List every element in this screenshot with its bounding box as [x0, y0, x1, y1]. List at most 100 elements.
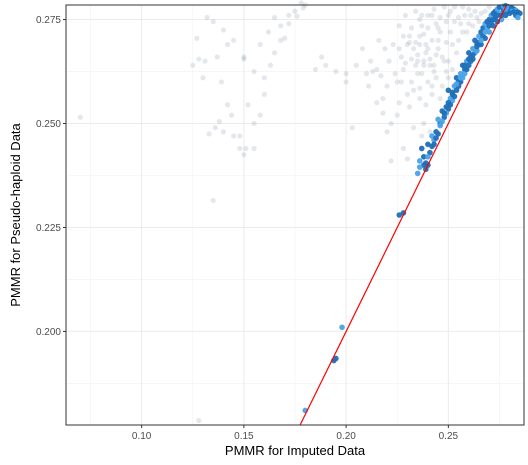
scatter-point: [202, 58, 208, 64]
scatter-point: [460, 4, 466, 10]
x-axis-ticks: 0.10 0.15 0.20 0.25: [132, 425, 459, 442]
scatter-point: [210, 19, 216, 25]
background-points: [77, 0, 492, 424]
scatter-point: [370, 68, 376, 75]
highlight-point: [445, 106, 452, 112]
scatter-point: [77, 114, 83, 120]
scatter-point: [229, 112, 235, 118]
scatter-point: [455, 14, 462, 21]
highlight-point: [476, 33, 482, 39]
scatter-point: [261, 91, 267, 98]
scatter-point: [237, 133, 243, 139]
scatter-point: [435, 37, 441, 43]
scatter-point: [286, 12, 292, 18]
scatter-point: [421, 31, 427, 37]
scatter-point: [413, 62, 419, 68]
highlight-point: [435, 131, 441, 137]
scatter-point: [419, 133, 425, 139]
highlight-point: [431, 141, 437, 148]
scatter-point: [441, 4, 447, 10]
scatter-point: [216, 118, 222, 125]
scatter-point: [396, 100, 402, 106]
highlight-point: [490, 22, 497, 29]
scatter-point: [449, 66, 456, 73]
scatter-point: [466, 6, 472, 12]
highlight-point: [437, 122, 443, 129]
scatter-point: [400, 33, 406, 39]
scatter-point: [474, 14, 480, 21]
scatter-point: [451, 4, 458, 10]
highlight-point: [461, 62, 468, 69]
scatter-point: [196, 56, 202, 62]
scatter-point: [292, 8, 298, 14]
highlight-point: [465, 62, 472, 69]
scatter-point: [241, 54, 247, 60]
highlight-point: [439, 118, 446, 125]
scatter-point: [425, 46, 431, 52]
scatter-point: [415, 71, 421, 77]
scatter-point: [427, 56, 433, 62]
scatter-point: [437, 14, 443, 21]
scatter-point: [413, 8, 419, 14]
scatter-point: [437, 29, 443, 35]
scatter-point: [394, 112, 400, 118]
scatter-point: [404, 91, 411, 98]
scatter-point: [278, 37, 284, 43]
highlight-point: [414, 170, 421, 177]
scatter-point: [343, 79, 349, 85]
y-tick-label: 0.200: [36, 327, 61, 338]
highlight-points: [302, 3, 523, 414]
scatter-point: [243, 145, 249, 152]
scatter-point: [472, 8, 478, 14]
scatter-point: [417, 85, 423, 91]
scatter-point: [435, 46, 441, 52]
highlight-point: [418, 145, 425, 152]
highlight-point: [494, 12, 501, 19]
scatter-point: [433, 21, 439, 27]
scatter-point: [398, 54, 404, 60]
highlight-point: [478, 29, 484, 35]
scatter-point: [257, 41, 263, 48]
scatter-point: [194, 35, 200, 41]
scatter-point: [429, 12, 435, 18]
scatter-point: [271, 14, 278, 21]
scatter-point: [224, 41, 231, 48]
scatter-point: [486, 4, 492, 10]
scatter-point: [343, 71, 349, 77]
y-tick-label: 0.225: [36, 223, 61, 234]
scatter-point: [224, 102, 231, 108]
scatter-point: [390, 41, 396, 48]
identity-reference-line: [299, 4, 508, 426]
scatter-point: [425, 79, 431, 85]
scatter-point: [410, 125, 417, 131]
scatter-point: [423, 102, 429, 108]
scatter-point: [406, 33, 413, 39]
scatter-point: [257, 112, 263, 118]
scatter-point: [286, 21, 292, 27]
major-gridlines: [66, 5, 524, 425]
scatter-point: [449, 41, 456, 48]
scatter-point: [439, 83, 445, 89]
scatter-point: [251, 68, 257, 75]
scatter-point: [212, 125, 218, 131]
scatter-point: [427, 129, 433, 135]
highlight-point: [451, 93, 458, 100]
scatter-point: [445, 75, 451, 81]
scatter-point: [388, 120, 394, 127]
scatter-point: [451, 19, 458, 25]
highlight-point: [441, 114, 448, 121]
scatter-point: [425, 25, 431, 31]
scatter-point: [214, 54, 220, 60]
scatter-point: [396, 46, 402, 52]
scatter-point: [417, 16, 423, 23]
highlight-point: [486, 22, 493, 29]
scatter-point: [312, 66, 319, 73]
scatter-point: [300, 5, 306, 11]
scatter-point: [417, 95, 423, 102]
scatter-point: [415, 58, 421, 64]
highlight-point: [463, 66, 470, 73]
scatter-point: [251, 120, 257, 127]
scatter-point: [378, 73, 384, 79]
highlight-point: [470, 52, 476, 58]
